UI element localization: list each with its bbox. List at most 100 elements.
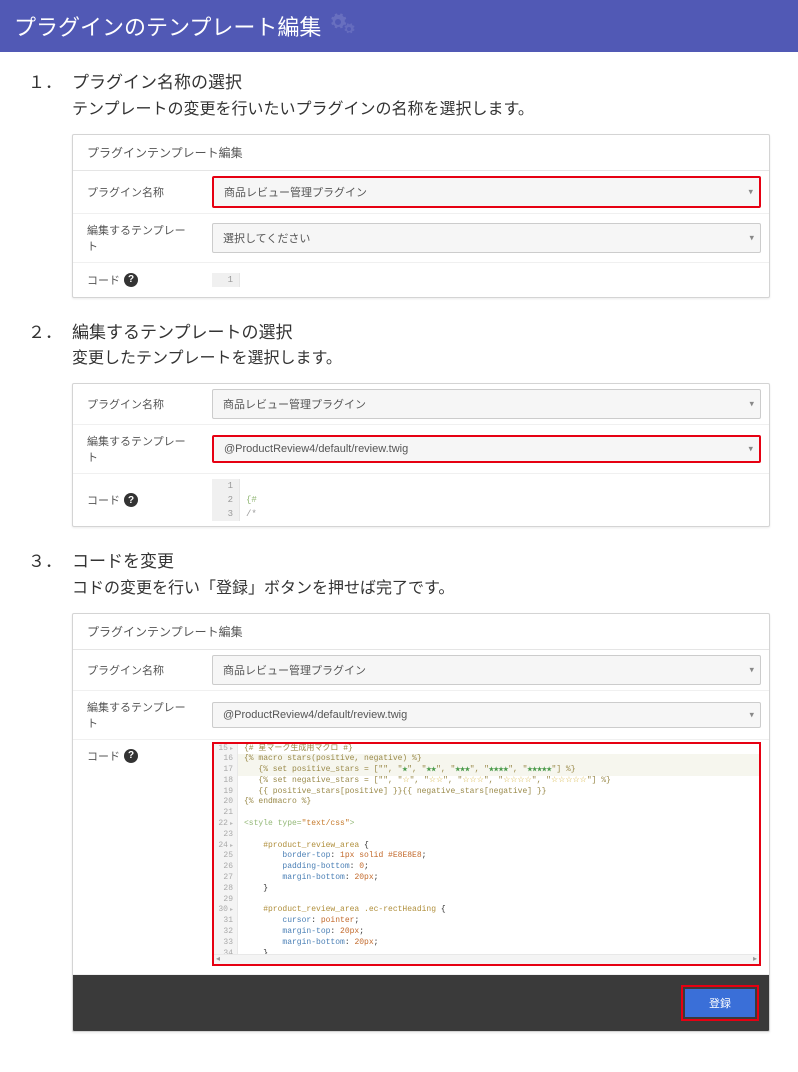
- step-2: ２． 編集するテンプレートの選択 変更したテンプレートを選択します。 プラグイン…: [28, 320, 770, 528]
- row-plugin-name: プラグイン名称 商品レビュー管理プラグイン ▾: [73, 384, 769, 425]
- label-template: 編集するテンプレート: [73, 425, 208, 473]
- step-number: ２．: [28, 320, 62, 372]
- line-number: 1: [212, 273, 240, 287]
- panel-title: プラグインテンプレート編集: [73, 135, 769, 171]
- panel-footer: 登録: [73, 975, 769, 1031]
- panel-title: プラグインテンプレート編集: [73, 614, 769, 650]
- line-number: 20: [214, 797, 238, 808]
- row-template: 編集するテンプレート @ProductReview4/default/revie…: [73, 691, 769, 740]
- help-icon[interactable]: ?: [124, 493, 138, 507]
- line-number: 18: [214, 776, 238, 787]
- line-number: 15: [214, 744, 238, 755]
- line-number: 32: [214, 927, 238, 938]
- label-code: コード ?: [73, 264, 208, 296]
- label-plugin-name: プラグイン名称: [73, 176, 208, 208]
- chevron-down-icon: ▾: [748, 444, 753, 455]
- step-1: １． プラグイン名称の選択 テンプレートの変更を行いたいプラグインの名称を選択し…: [28, 70, 770, 298]
- help-icon[interactable]: ?: [124, 273, 138, 287]
- step-3: ３． コードを変更 コドの変更を行い「登録」ボタンを押せば完了です。 プラグイン…: [28, 549, 770, 1032]
- code-text: {% endmacro %}: [238, 797, 759, 808]
- code-text: margin-bottom: 20px;: [238, 873, 759, 884]
- code-text: margin-top: 20px;: [238, 927, 759, 938]
- register-button[interactable]: 登録: [685, 989, 755, 1017]
- scrollbar-horizontal[interactable]: [214, 954, 759, 964]
- code-text: [240, 479, 761, 493]
- chevron-down-icon: ▾: [748, 186, 753, 197]
- code-text: }: [238, 884, 759, 895]
- line-number: 27: [214, 873, 238, 884]
- help-icon[interactable]: ?: [124, 749, 138, 763]
- step-number: １．: [28, 70, 62, 122]
- row-plugin-name: プラグイン名称 商品レビュー管理プラグイン ▾: [73, 171, 769, 214]
- step-desc: 変更したテンプレートを選択します。: [72, 347, 342, 371]
- row-template: 編集するテンプレート @ProductReview4/default/revie…: [73, 425, 769, 474]
- page-title: プラグインのテンプレート編集: [14, 10, 321, 42]
- step-desc: テンプレートの変更を行いたいプラグインの名称を選択します。: [72, 98, 534, 122]
- chevron-down-icon: ▾: [749, 232, 754, 243]
- line-number: 23: [214, 830, 238, 841]
- select-plugin-name[interactable]: 商品レビュー管理プラグイン ▾: [212, 655, 761, 685]
- line-number: 29: [214, 895, 238, 906]
- select-plugin-name[interactable]: 商品レビュー管理プラグイン ▾: [212, 176, 761, 208]
- chevron-down-icon: ▾: [749, 399, 754, 410]
- label-plugin-name: プラグイン名称: [73, 654, 208, 686]
- panel-3: プラグインテンプレート編集 プラグイン名称 商品レビュー管理プラグイン ▾ 編集…: [72, 613, 770, 1032]
- step-title-text: 編集するテンプレートの選択: [72, 320, 342, 346]
- code-text: #product_review_area {: [238, 841, 759, 852]
- register-button-highlight: 登録: [681, 985, 759, 1021]
- step-head: ３． コードを変更 コドの変更を行い「登録」ボタンを押せば完了です。: [28, 549, 770, 601]
- line-number: 26: [214, 862, 238, 873]
- code-text: {% set positive_stars = ["", "★", "★★", …: [238, 765, 759, 776]
- line-number: 33: [214, 938, 238, 949]
- select-template[interactable]: 選択してください ▾: [212, 223, 761, 253]
- step-number: ３．: [28, 549, 62, 601]
- content: １． プラグイン名称の選択 テンプレートの変更を行いたいプラグインの名称を選択し…: [0, 52, 798, 1072]
- chevron-down-icon: ▾: [749, 709, 754, 720]
- step-title-text: プラグイン名称の選択: [72, 70, 534, 96]
- row-code: コード ? 15{# 星マーク生成用マクロ #}16{% macro stars…: [73, 740, 769, 975]
- label-code: コード ?: [73, 484, 208, 516]
- code-text: padding-bottom: 0;: [238, 862, 759, 873]
- code-text: #product_review_area .ec-rectHeading {: [238, 905, 759, 916]
- step-title-text: コードを変更: [72, 549, 454, 575]
- code-text: [238, 808, 759, 819]
- code-text: cursor: pointer;: [238, 916, 759, 927]
- line-number: 22: [214, 819, 238, 830]
- panel-1: プラグインテンプレート編集 プラグイン名称 商品レビュー管理プラグイン ▾ 編集…: [72, 134, 770, 298]
- code-text: {#: [240, 493, 761, 507]
- step-head: １． プラグイン名称の選択 テンプレートの変更を行いたいプラグインの名称を選択し…: [28, 70, 770, 122]
- code-editor[interactable]: 15{# 星マーク生成用マクロ #}16{% macro stars(posit…: [212, 742, 761, 966]
- select-template[interactable]: @ProductReview4/default/review.twig ▾: [212, 702, 761, 728]
- row-plugin-name: プラグイン名称 商品レビュー管理プラグイン ▾: [73, 650, 769, 691]
- select-plugin-name[interactable]: 商品レビュー管理プラグイン ▾: [212, 389, 761, 419]
- label-template: 編集するテンプレート: [73, 214, 208, 262]
- code-text: <style type="text/css">: [238, 819, 759, 830]
- line-number: 19: [214, 787, 238, 798]
- code-text: {{ positive_stars[positive] }}{{ negativ…: [238, 787, 759, 798]
- line-number: 2: [212, 493, 240, 507]
- code-text: {% macro stars(positive, negative) %}: [238, 754, 759, 765]
- page-header: プラグインのテンプレート編集: [0, 0, 798, 52]
- select-template[interactable]: @ProductReview4/default/review.twig ▾: [212, 435, 761, 463]
- label-template: 編集するテンプレート: [73, 691, 208, 739]
- code-stub: 1 2{#3/*: [208, 474, 769, 526]
- line-number: 31: [214, 916, 238, 927]
- line-number: 1: [212, 479, 240, 493]
- row-template: 編集するテンプレート 選択してください ▾: [73, 214, 769, 263]
- line-number: 3: [212, 507, 240, 521]
- gears-icon: [329, 13, 359, 39]
- line-number: 16: [214, 754, 238, 765]
- code-text: [238, 830, 759, 841]
- line-number: 30: [214, 905, 238, 916]
- code-text: {# 星マーク生成用マクロ #}: [238, 744, 759, 755]
- line-number: 24: [214, 841, 238, 852]
- row-code: コード ? 1: [73, 263, 769, 297]
- chevron-down-icon: ▾: [749, 664, 754, 675]
- code-text: {% set negative_stars = ["", "☆", "☆☆", …: [238, 776, 759, 787]
- code-text: margin-bottom: 20px;: [238, 938, 759, 949]
- panel-2: プラグイン名称 商品レビュー管理プラグイン ▾ 編集するテンプレート @Prod…: [72, 383, 770, 527]
- step-desc: コドの変更を行い「登録」ボタンを押せば完了です。: [72, 577, 454, 601]
- line-number: 25: [214, 851, 238, 862]
- label-plugin-name: プラグイン名称: [73, 388, 208, 420]
- code-text: border-top: 1px solid #E8E8E8;: [238, 851, 759, 862]
